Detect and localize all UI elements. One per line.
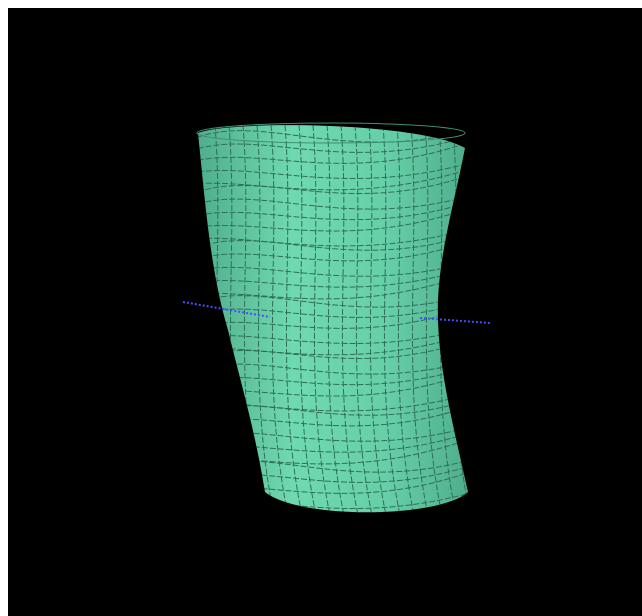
render-view	[0, 0, 642, 616]
page: (() => { JSON.parse(document.getElementB…	[0, 0, 642, 616]
